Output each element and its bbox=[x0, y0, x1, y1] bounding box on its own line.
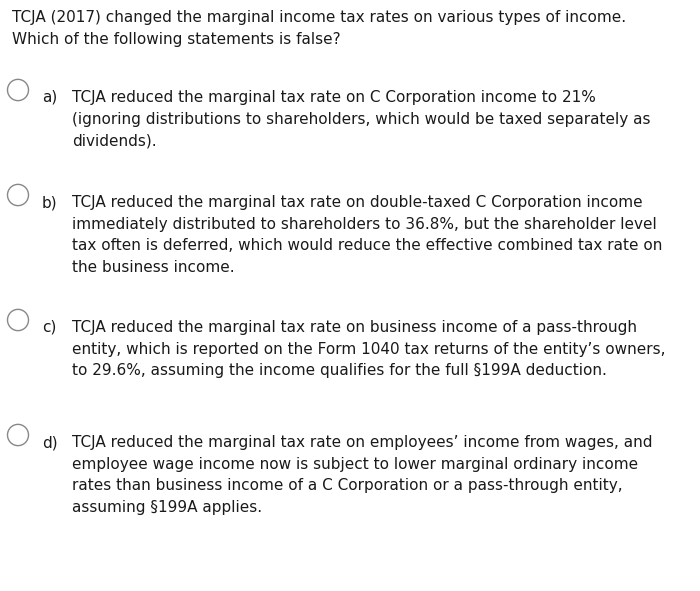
Text: TCJA reduced the marginal tax rate on C Corporation income to 21%
(ignoring dist: TCJA reduced the marginal tax rate on C … bbox=[72, 90, 650, 148]
Text: c): c) bbox=[42, 320, 57, 335]
Text: b): b) bbox=[42, 195, 57, 210]
Text: TCJA reduced the marginal tax rate on business income of a pass-through
entity, : TCJA reduced the marginal tax rate on bu… bbox=[72, 320, 666, 378]
Text: a): a) bbox=[42, 90, 57, 105]
Text: TCJA reduced the marginal tax rate on double-taxed C Corporation income
immediat: TCJA reduced the marginal tax rate on do… bbox=[72, 195, 662, 275]
Text: TCJA (2017) changed the marginal income tax rates on various types of income.
Wh: TCJA (2017) changed the marginal income … bbox=[12, 10, 626, 47]
Text: TCJA reduced the marginal tax rate on employees’ income from wages, and
employee: TCJA reduced the marginal tax rate on em… bbox=[72, 435, 652, 515]
Text: d): d) bbox=[42, 435, 57, 450]
